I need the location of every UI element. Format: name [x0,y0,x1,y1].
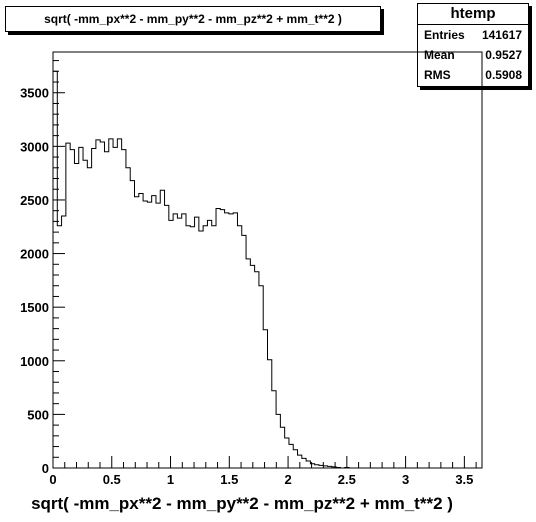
stats-box: htemp Entries 141617 Mean 0.9527 RMS 0.5… [417,3,529,87]
stats-label: RMS [424,68,451,82]
y-tick-label: 3500 [20,86,49,101]
x-tick-label: 1.5 [220,472,238,487]
stats-value: 141617 [481,28,522,42]
x-axis-label: sqrt( -mm_px**2 - mm_py**2 - mm_pz**2 + … [31,494,453,513]
stats-value: 0.5908 [485,68,522,82]
stats-value: 0.9527 [485,48,522,62]
stats-label: Entries [424,28,465,42]
y-tick-label: 2500 [20,193,49,208]
histogram-series-line [52,70,482,469]
x-tick-label: 1 [167,472,174,487]
stats-title: htemp [418,4,528,25]
y-tick-label: 3000 [20,139,49,154]
y-tick-label: 2000 [20,247,49,262]
x-tick-label: 0.5 [103,472,121,487]
x-tick-label: 3 [402,472,409,487]
y-tick-label: 0 [42,461,49,476]
x-tick-label: 0 [49,472,56,487]
y-tick-label: 1500 [20,300,49,315]
y-tick-label: 500 [27,407,49,422]
stats-row-entries: Entries 141617 [418,25,528,45]
x-tick-label: 2.5 [338,472,356,487]
x-tick-label: 2 [284,472,291,487]
y-tick-label: 1000 [20,354,49,369]
plot-frame [52,51,483,469]
stats-row-rms: RMS 0.5908 [418,65,528,85]
plot-title: sqrt( -mm_px**2 - mm_py**2 - mm_pz**2 + … [5,6,381,32]
x-tick-label: 3.5 [455,472,473,487]
